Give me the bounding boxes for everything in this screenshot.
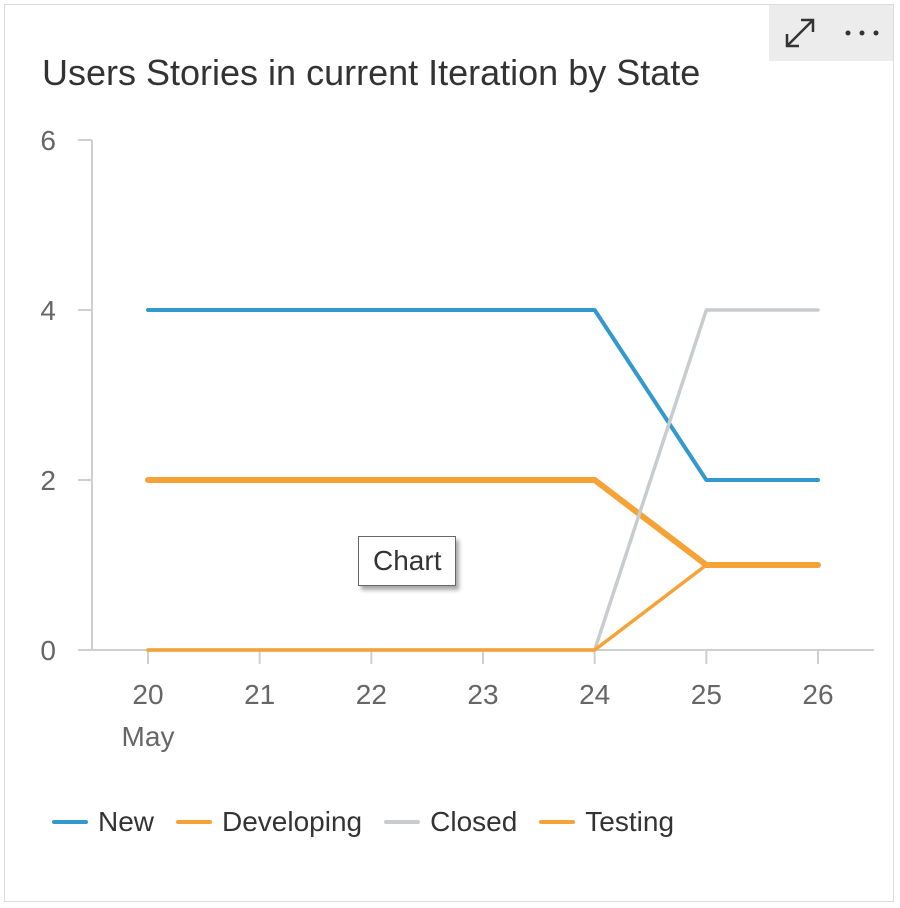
legend-label: Testing [585,806,675,837]
x-tick-label: 24 [579,679,610,710]
series-line-testing [146,563,820,652]
x-tick-label: 23 [467,679,498,710]
legend-label: New [98,806,155,837]
y-tick-label: 2 [40,465,56,496]
chart-tooltip: Chart [358,536,457,586]
y-tick-label: 4 [40,295,56,326]
chart-widget [4,4,894,902]
legend-swatch [52,820,88,824]
legend-item-new[interactable]: New [52,806,154,838]
expand-icon[interactable] [778,11,822,55]
chart-title: Users Stories in current Iteration by St… [42,52,701,93]
y-tick-label: 0 [40,635,56,666]
legend-item-testing[interactable]: Testing [539,806,674,838]
x-tick-label: 26 [802,679,833,710]
x-tick-label: 21 [244,679,275,710]
more-options-icon[interactable] [840,11,884,55]
chart-legend: New Developing Closed Testing [52,806,674,838]
legend-swatch [176,820,213,824]
legend-label: Closed [430,806,518,837]
legend-label: Developing [222,806,363,837]
y-tick-label: 6 [40,125,56,156]
widget-toolbar [769,5,893,61]
series-line-new [146,308,820,482]
series-line-developing [145,477,821,568]
legend-item-closed[interactable]: Closed [384,806,517,838]
x-tick-label: 25 [691,679,722,710]
legend-item-developing[interactable]: Developing [176,806,362,838]
legend-swatch [384,820,421,824]
x-tick-label: 20 [132,679,163,710]
x-tick-label: 22 [356,679,387,710]
legend-swatch [539,820,576,824]
x-tick-sublabel: May [122,721,175,752]
